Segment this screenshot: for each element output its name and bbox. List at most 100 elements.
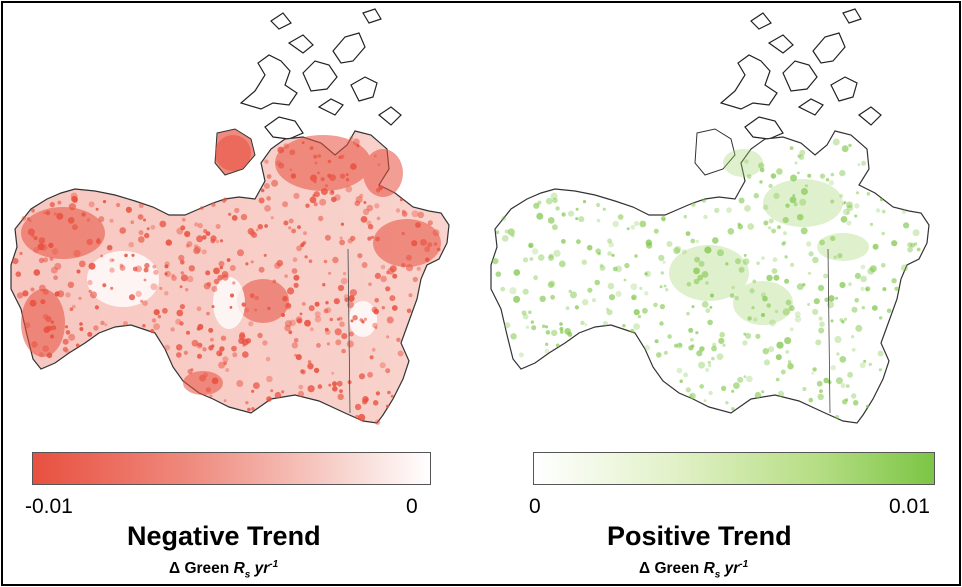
trend-dot bbox=[102, 200, 107, 204]
trend-dot bbox=[881, 231, 885, 236]
trend-dot bbox=[164, 272, 168, 276]
trend-dot bbox=[236, 380, 244, 387]
trend-dot bbox=[254, 308, 258, 312]
trend-dot bbox=[586, 244, 593, 251]
trend-dot bbox=[180, 225, 186, 231]
trend-dot bbox=[644, 272, 648, 276]
trend-dot bbox=[860, 286, 865, 292]
trend-dot bbox=[186, 330, 190, 335]
trend-dot bbox=[612, 220, 619, 228]
trend-dot bbox=[128, 294, 136, 301]
trend-dot bbox=[907, 246, 913, 253]
trend-dot bbox=[251, 407, 255, 411]
trend-dot bbox=[851, 393, 857, 399]
trend-dot bbox=[257, 224, 263, 230]
trend-dot bbox=[266, 375, 273, 383]
trend-dot bbox=[707, 319, 713, 326]
negative-dense-zones bbox=[21, 135, 441, 395]
trend-dot bbox=[561, 212, 566, 217]
trend-dot bbox=[721, 385, 727, 391]
trend-dot bbox=[785, 350, 790, 354]
trend-dot bbox=[676, 367, 683, 374]
trend-dot bbox=[658, 254, 665, 261]
trend-dot bbox=[106, 244, 113, 251]
trend-dot bbox=[666, 241, 673, 247]
trend-dot bbox=[507, 228, 515, 236]
trend-dot bbox=[576, 239, 581, 245]
trend-dot bbox=[399, 198, 403, 202]
trend-dot bbox=[282, 201, 289, 208]
trend-dot bbox=[327, 173, 332, 178]
trend-dot bbox=[639, 220, 647, 228]
trend-dot bbox=[78, 296, 82, 300]
trend-dot bbox=[196, 306, 202, 312]
trend-dot bbox=[865, 288, 869, 291]
trend-dot bbox=[93, 325, 99, 331]
trend-dot bbox=[340, 154, 345, 159]
trend-dot bbox=[178, 254, 185, 261]
trend-dot bbox=[247, 228, 255, 235]
trend-dot bbox=[226, 258, 231, 262]
trend-dot bbox=[863, 359, 867, 363]
trend-dot bbox=[185, 244, 190, 248]
trend-dot bbox=[823, 273, 829, 279]
trend-dot bbox=[211, 286, 218, 292]
trend-dot bbox=[193, 247, 201, 255]
trend-dot bbox=[176, 309, 184, 317]
trend-dot bbox=[199, 206, 204, 210]
trend-dot bbox=[266, 396, 272, 402]
trend-dot bbox=[345, 178, 350, 182]
trend-dot bbox=[143, 278, 147, 282]
trend-dot bbox=[186, 275, 194, 283]
trend-dot bbox=[644, 270, 651, 278]
trend-dot bbox=[375, 236, 380, 242]
trend-dot bbox=[819, 173, 826, 179]
trend-dot bbox=[289, 149, 296, 156]
negative-colorbar bbox=[32, 452, 431, 485]
positive-colorbar-max-label: 0.01 bbox=[889, 495, 930, 518]
trend-dot bbox=[612, 266, 618, 272]
trend-dot bbox=[90, 291, 97, 299]
trend-dot bbox=[218, 260, 225, 267]
trend-dot bbox=[309, 327, 314, 332]
unit-mid: yr bbox=[250, 560, 270, 578]
trend-dot bbox=[784, 337, 792, 345]
trend-dot bbox=[408, 293, 413, 298]
trend-dot bbox=[830, 199, 835, 204]
trend-dot bbox=[847, 371, 853, 378]
trend-dot bbox=[132, 266, 138, 272]
trend-dot bbox=[606, 309, 613, 316]
trend-dot bbox=[339, 321, 345, 328]
trend-dot bbox=[373, 154, 377, 158]
trend-dot bbox=[170, 327, 175, 332]
trend-dot bbox=[712, 342, 717, 347]
trend-dot bbox=[314, 161, 318, 165]
trend-dot bbox=[406, 308, 412, 314]
trend-dot bbox=[894, 286, 899, 291]
trend-dot bbox=[380, 275, 387, 283]
trend-dot bbox=[761, 313, 765, 317]
trend-dot bbox=[630, 283, 638, 291]
trend-dot bbox=[812, 308, 819, 315]
trend-dot bbox=[744, 205, 751, 212]
trend-dot bbox=[674, 245, 682, 253]
trend-dot bbox=[827, 301, 834, 309]
trend-dot bbox=[33, 236, 38, 241]
trend-dot bbox=[15, 271, 22, 278]
trend-dot bbox=[580, 320, 585, 326]
trend-dot bbox=[731, 407, 735, 411]
trend-dot bbox=[320, 188, 328, 195]
trend-dot bbox=[361, 262, 368, 268]
trend-dot bbox=[316, 343, 321, 348]
trend-dot bbox=[521, 310, 527, 316]
trend-dot bbox=[374, 326, 378, 330]
trend-dot bbox=[545, 330, 551, 335]
trend-dot bbox=[789, 146, 794, 151]
trend-dot bbox=[334, 194, 341, 201]
trend-dot bbox=[881, 209, 886, 214]
trend-dot bbox=[866, 192, 871, 196]
trend-dot bbox=[698, 361, 706, 369]
trend-dot bbox=[536, 212, 544, 220]
trend-dot bbox=[725, 262, 729, 266]
trend-dot bbox=[64, 325, 69, 329]
